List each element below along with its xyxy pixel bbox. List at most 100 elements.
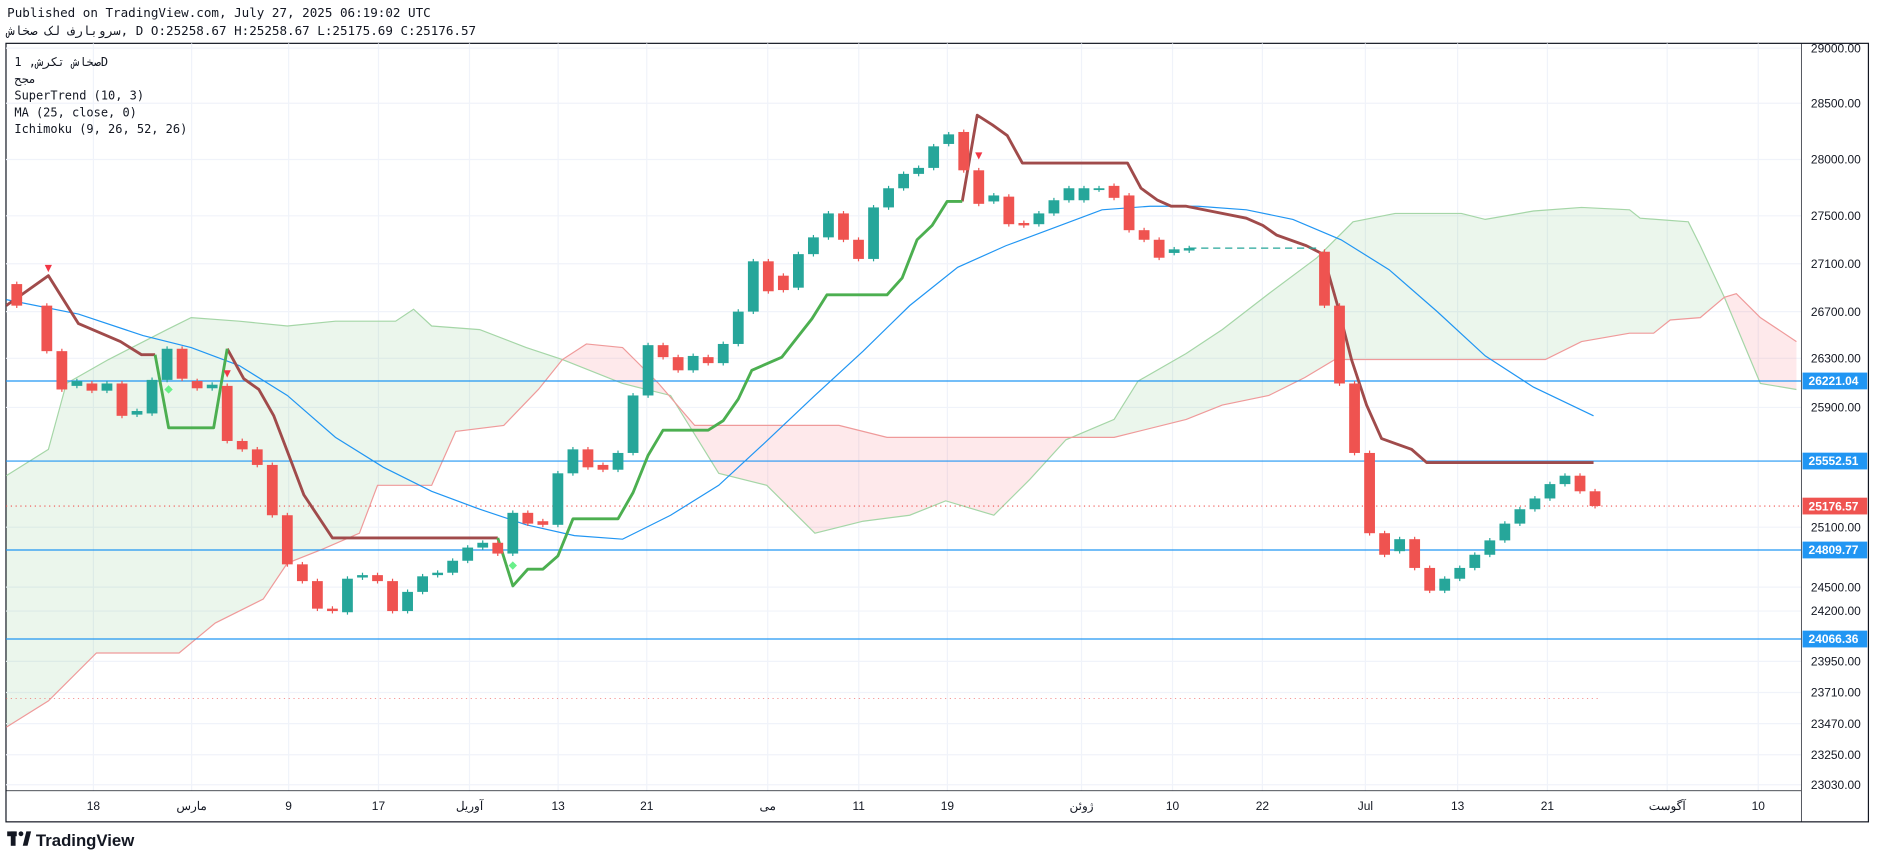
candle[interactable] bbox=[342, 576, 353, 615]
candle[interactable] bbox=[266, 462, 278, 518]
candle[interactable] bbox=[1439, 576, 1451, 594]
candle[interactable] bbox=[1394, 536, 1406, 554]
price-tag[interactable]: 26221.04 bbox=[1802, 372, 1868, 390]
candle[interactable] bbox=[116, 381, 128, 419]
supertrend-down-line[interactable] bbox=[960, 113, 1594, 464]
candle[interactable] bbox=[943, 131, 955, 147]
candle[interactable] bbox=[146, 377, 158, 416]
candle[interactable] bbox=[477, 540, 489, 550]
candle[interactable] bbox=[1484, 537, 1496, 558]
candle[interactable] bbox=[552, 470, 564, 528]
candle[interactable] bbox=[1469, 552, 1481, 571]
ichimoku-span-b-line[interactable] bbox=[5, 292, 1797, 728]
candle[interactable] bbox=[913, 165, 925, 177]
candle[interactable] bbox=[462, 545, 474, 564]
supertrend-up-line[interactable] bbox=[496, 199, 963, 588]
candle[interactable] bbox=[747, 258, 759, 315]
price-axis[interactable]: 29000.00 28500.00 28000.00 27500.00 27100.00… bbox=[1802, 41, 1868, 792]
candle[interactable] bbox=[296, 561, 308, 584]
ichimoku-span-a-line[interactable] bbox=[5, 206, 1797, 534]
candle[interactable] bbox=[853, 237, 864, 262]
candle[interactable] bbox=[1499, 521, 1511, 543]
price-tag[interactable]: 24809.77 bbox=[1802, 541, 1868, 559]
moving-average-line[interactable] bbox=[6, 205, 1594, 540]
candle[interactable] bbox=[1409, 536, 1421, 571]
candle[interactable] bbox=[11, 281, 23, 309]
candle[interactable] bbox=[1574, 473, 1586, 494]
candle[interactable] bbox=[1349, 381, 1360, 456]
candle[interactable] bbox=[1379, 530, 1390, 558]
price-tag[interactable]: 24066.36 bbox=[1802, 630, 1868, 648]
candle[interactable] bbox=[327, 606, 338, 614]
candle[interactable] bbox=[101, 381, 113, 394]
candle[interactable] bbox=[402, 589, 413, 614]
candle[interactable] bbox=[357, 572, 368, 580]
candle[interactable] bbox=[387, 578, 398, 614]
candle[interactable] bbox=[447, 558, 459, 576]
candle[interactable] bbox=[522, 510, 534, 527]
candle[interactable] bbox=[823, 211, 834, 240]
candle[interactable] bbox=[161, 346, 173, 383]
ichimoku-cloud[interactable] bbox=[5, 206, 1797, 728]
candle[interactable] bbox=[1529, 496, 1541, 512]
candle[interactable] bbox=[1544, 481, 1556, 501]
candle[interactable] bbox=[86, 381, 98, 394]
candle[interactable] bbox=[702, 354, 714, 366]
candle[interactable] bbox=[672, 354, 684, 373]
candle[interactable] bbox=[312, 578, 323, 612]
candle[interactable] bbox=[1514, 506, 1526, 527]
candle[interactable] bbox=[191, 378, 203, 391]
candle[interactable] bbox=[717, 341, 729, 366]
candle[interactable] bbox=[432, 570, 444, 578]
candle[interactable] bbox=[1364, 450, 1375, 536]
candle[interactable] bbox=[1003, 194, 1015, 227]
candle[interactable] bbox=[131, 408, 143, 418]
candle[interactable] bbox=[1334, 303, 1345, 386]
candle[interactable] bbox=[1319, 249, 1330, 309]
supertrend-down-line[interactable] bbox=[225, 348, 498, 540]
candle[interactable] bbox=[41, 303, 53, 354]
candle[interactable] bbox=[898, 171, 909, 191]
candle[interactable] bbox=[206, 382, 218, 391]
candle[interactable] bbox=[883, 185, 894, 210]
candle[interactable] bbox=[1078, 185, 1090, 203]
candle[interactable] bbox=[1138, 227, 1150, 243]
candle[interactable] bbox=[928, 143, 940, 171]
price-tag[interactable]: 25552.51 bbox=[1802, 452, 1868, 470]
candle[interactable] bbox=[221, 383, 233, 444]
candle[interactable] bbox=[838, 211, 849, 243]
candle[interactable] bbox=[612, 450, 624, 473]
candle[interactable] bbox=[973, 167, 985, 207]
legend-ma[interactable]: MA (25, close, 0) bbox=[14, 105, 137, 119]
candle[interactable] bbox=[176, 346, 188, 382]
tradingview-logo[interactable]: TradingView bbox=[7, 831, 135, 850]
candle[interactable] bbox=[762, 258, 774, 294]
candle[interactable] bbox=[777, 273, 789, 293]
candle[interactable] bbox=[1108, 183, 1120, 201]
candle[interactable] bbox=[868, 205, 879, 262]
candle[interactable] bbox=[236, 438, 248, 452]
candle[interactable] bbox=[1454, 565, 1466, 582]
time-axis[interactable]: 18 مارس 9 17 آوریل 13 21 می 11 19 ژوئن 10 22 Jul 13 21 آ… bbox=[87, 798, 1765, 813]
candle[interactable] bbox=[251, 446, 263, 468]
supertrend-down-line[interactable] bbox=[5, 274, 156, 357]
candle[interactable] bbox=[1048, 197, 1060, 216]
candle[interactable] bbox=[687, 353, 699, 373]
candle[interactable] bbox=[1168, 246, 1180, 256]
candle[interactable] bbox=[988, 193, 1000, 204]
candle[interactable] bbox=[417, 573, 428, 595]
candle[interactable] bbox=[537, 518, 549, 528]
candle[interactable] bbox=[1018, 220, 1030, 228]
candle[interactable] bbox=[56, 348, 68, 392]
candle[interactable] bbox=[1589, 488, 1601, 509]
candle[interactable] bbox=[492, 540, 504, 556]
candle[interactable] bbox=[372, 572, 383, 584]
candle[interactable] bbox=[732, 309, 744, 347]
candles[interactable] bbox=[11, 129, 1601, 615]
candle[interactable] bbox=[627, 393, 639, 456]
candle[interactable] bbox=[1123, 193, 1135, 233]
candle[interactable] bbox=[958, 129, 970, 173]
legend-ichimoku[interactable]: Ichimoku (9, 26, 52, 26) bbox=[14, 122, 187, 136]
candle[interactable] bbox=[71, 378, 83, 389]
candle[interactable] bbox=[582, 446, 594, 470]
